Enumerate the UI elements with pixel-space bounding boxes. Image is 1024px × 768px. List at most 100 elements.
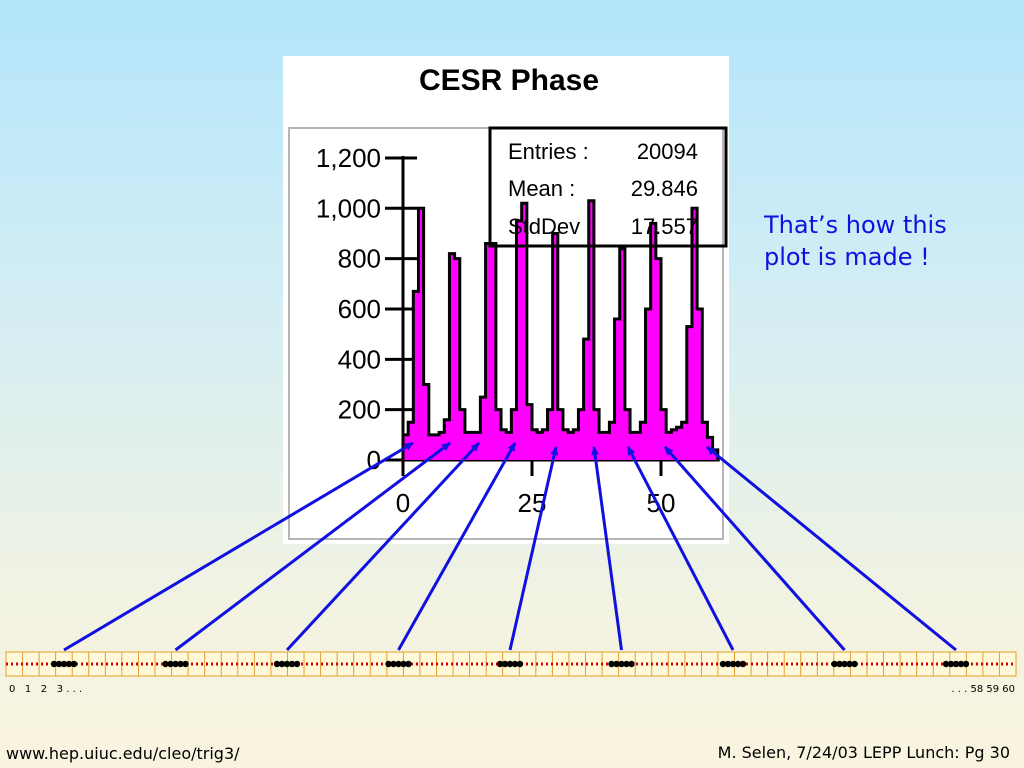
histogram-bar-25 [532, 429, 538, 460]
bucket-arrow-3 [397, 442, 517, 651]
histogram-bar-45 [635, 432, 641, 460]
bucket-arrow-2 [285, 441, 481, 652]
histogram-bar-2 [413, 291, 419, 460]
bucket-bead [724, 660, 732, 668]
histogram-bar-29 [552, 233, 559, 460]
bucket-bead [962, 660, 970, 668]
bucket-bead [836, 660, 843, 668]
bucket-arrow-7 [663, 446, 846, 651]
bucket-bead [172, 660, 179, 668]
histogram-bar-11 [459, 409, 466, 460]
bucket-bead [501, 660, 509, 668]
bucket-bead [942, 660, 950, 668]
bucket-bead [273, 660, 281, 668]
histogram-bar-10 [454, 258, 461, 460]
bucket-bead [846, 660, 853, 668]
bucket-bead [506, 660, 514, 668]
histogram-bar-4 [423, 384, 430, 460]
histogram-bar-37 [593, 409, 600, 460]
histogram-bar-26 [537, 432, 543, 460]
bucket-bead [283, 660, 291, 668]
bucket-bead [278, 660, 286, 668]
bucket-bead [831, 660, 838, 668]
chart-title: CESR Phase [419, 64, 599, 97]
stats-entries-label: Entries : [508, 139, 589, 164]
bucket-arrow-1 [174, 441, 451, 652]
bucket-bead [947, 660, 955, 668]
footer-credit: M. Selen, 7/24/03 LEPP Lunch: Pg 30 [717, 743, 1010, 762]
bucket-bead [628, 660, 635, 668]
annotation-text: That’s how this plot is made ! [764, 209, 1004, 273]
bucket-bead [65, 660, 73, 668]
histogram-bar-55 [686, 326, 693, 460]
bucket-bead [734, 660, 742, 668]
histogram-bar-15 [480, 397, 486, 460]
bucket-bead [177, 660, 184, 668]
stats-box: Entries : 20094 Mean : 29.846 StdDev : 1… [488, 126, 728, 248]
bucket-bead [167, 660, 174, 668]
histogram-bar-40 [609, 422, 615, 460]
histogram-bar-35 [583, 339, 590, 460]
histogram-bar-17 [490, 243, 497, 460]
bucket-bead [613, 660, 620, 668]
histogram-bar-1 [408, 422, 414, 460]
bucket-bead [288, 660, 296, 668]
bucket-bead [405, 660, 412, 668]
histogram-bar-52 [671, 429, 677, 460]
histogram-bar-23 [521, 203, 528, 461]
bucket-bead [55, 660, 63, 668]
histogram-bar-19 [501, 429, 507, 460]
histogram-bar-27 [542, 429, 548, 460]
bucket-bead [395, 660, 402, 668]
bucket-bead [952, 660, 960, 668]
bucket-bead [729, 660, 737, 668]
bucket-strip [5, 651, 1017, 677]
bucket-bead [400, 660, 407, 668]
stats-stddev-label: StdDev : [508, 214, 592, 239]
histogram-bar-24 [526, 404, 533, 460]
bucket-bead [50, 660, 58, 668]
histogram-bar-48 [650, 223, 657, 460]
bucket-bead [851, 660, 858, 668]
histogram-outline [401, 199, 720, 460]
histogram-bar-32 [568, 432, 574, 460]
histogram-bar-28 [547, 409, 554, 460]
stats-stddev-value: 17.557 [631, 214, 698, 239]
y-tick-label-400: 400 [338, 344, 381, 374]
histogram-bar-18 [495, 409, 502, 460]
histogram-bar-38 [599, 432, 605, 460]
histogram-bar-53 [676, 427, 683, 460]
bucket-bead [618, 660, 625, 668]
bucket-bead [385, 660, 392, 668]
bucket-bead [293, 660, 301, 668]
histogram-bar-57 [697, 308, 703, 460]
bucket-bead [511, 660, 519, 668]
bucket-bead [390, 660, 397, 668]
bucket-arrow-6 [626, 446, 735, 651]
histogram-bar-5 [428, 434, 435, 460]
stats-box-frame [488, 126, 728, 248]
annotation-line-2: plot is made ! [764, 243, 930, 271]
footer-url: www.hep.uiuc.edu/cleo/trig3/ [6, 744, 240, 763]
histogram-bar-12 [464, 432, 471, 460]
bucket-arrow-0 [63, 441, 414, 652]
bucket-arrow-4 [508, 446, 559, 651]
histogram-bar-16 [485, 243, 492, 460]
annotation-line-1: That’s how this [764, 211, 947, 239]
y-tick-label-1200: 1,200 [316, 143, 381, 173]
histogram-bar-51 [666, 432, 672, 460]
bucket-arrows [63, 441, 957, 652]
histogram-bar-56 [691, 208, 698, 460]
bucket-bead [60, 660, 68, 668]
bucket-bead [70, 660, 78, 668]
histogram-bar-39 [604, 432, 610, 460]
bucket-bead [162, 660, 169, 668]
bucket-bead [608, 660, 615, 668]
y-tick-label-200: 200 [338, 395, 381, 425]
histogram-bar-30 [557, 409, 564, 460]
histogram-bar-33 [573, 429, 579, 460]
histogram-bar-41 [614, 319, 621, 460]
